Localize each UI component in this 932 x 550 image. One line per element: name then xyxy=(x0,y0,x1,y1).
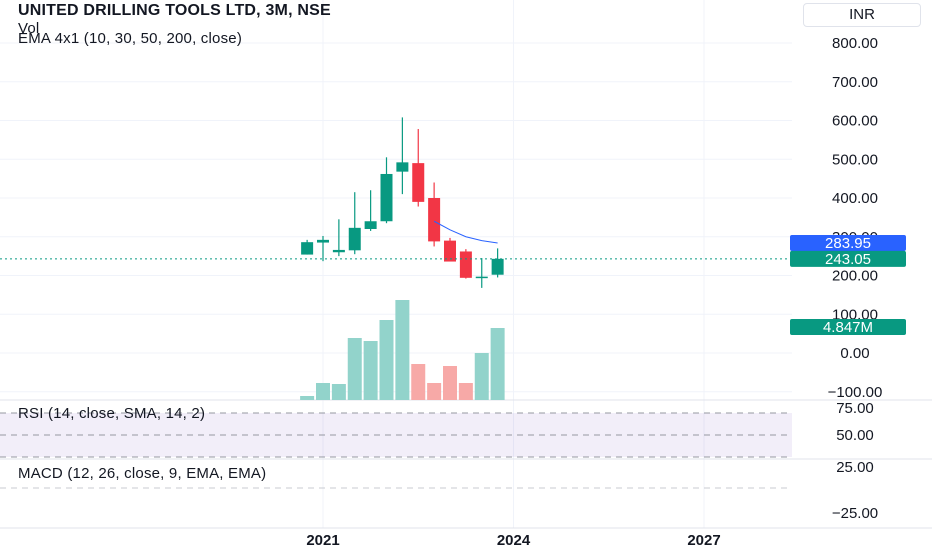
price-tick-label: 500.00 xyxy=(832,151,878,168)
volume-bar xyxy=(427,383,442,400)
volume-bar xyxy=(443,366,457,400)
candle xyxy=(444,237,456,262)
candle xyxy=(364,190,377,231)
candle-body xyxy=(301,242,314,255)
macd-tick-label: −25.00 xyxy=(832,505,878,522)
candle xyxy=(348,192,361,255)
volume-bar xyxy=(331,384,346,400)
last-price-badge: 243.05 xyxy=(825,251,871,268)
candle xyxy=(475,258,488,288)
volume-bars xyxy=(300,300,505,400)
price-tick-label: 0.00 xyxy=(840,345,869,362)
candle xyxy=(491,248,504,278)
candle-body xyxy=(396,162,409,172)
rsi-pane xyxy=(0,412,792,489)
volume-bar xyxy=(411,364,426,400)
ema-legend: EMA 4x1 (10, 30, 50, 200, close) xyxy=(18,30,243,47)
price-tick-label: 800.00 xyxy=(832,35,878,52)
time-tick-label: 2027 xyxy=(687,532,720,549)
candle xyxy=(301,239,314,255)
candle-body xyxy=(332,249,345,253)
last-price-badge-bg xyxy=(790,250,906,267)
volume-bar xyxy=(474,353,489,400)
macd-legend: MACD (12, 26, close, 9, EMA, EMA) xyxy=(18,465,267,482)
candle-body xyxy=(412,163,425,202)
ema-value-badge-bg xyxy=(790,234,906,251)
candle xyxy=(317,235,329,262)
price-tick-label: 600.00 xyxy=(832,113,878,130)
rsi-tick-label: 50.00 xyxy=(836,427,874,444)
volume-bar xyxy=(490,328,505,400)
price-tick-label: −100.00 xyxy=(828,384,883,401)
volume-bar xyxy=(300,396,315,400)
candle xyxy=(428,182,441,247)
volume-value-badge: 4.847M xyxy=(823,319,873,336)
volume-legend: Vol xyxy=(18,20,40,37)
price-axis: 800.00700.00600.00500.00400.00300.00200.… xyxy=(790,35,906,522)
volume-bar xyxy=(395,300,410,400)
volume-bar xyxy=(347,338,362,400)
candlesticks xyxy=(301,117,504,288)
time-axis: 2021 2024 2027 xyxy=(0,527,932,549)
volume-value-badge-bg xyxy=(790,319,906,335)
candle xyxy=(380,157,393,224)
candle-body xyxy=(444,240,456,262)
rsi-legend: RSI (14, close, SMA, 14, 2) xyxy=(18,405,206,422)
candle-body xyxy=(475,276,488,279)
ema-line xyxy=(0,220,792,260)
candle-body xyxy=(459,251,472,278)
candle-body xyxy=(317,239,329,243)
candle xyxy=(332,219,345,257)
volume-bar xyxy=(316,383,330,400)
candle xyxy=(396,117,409,195)
currency-button[interactable]: INR xyxy=(803,3,921,27)
price-tick-label: 400.00 xyxy=(832,190,878,207)
volume-bar xyxy=(458,383,473,400)
candle-body xyxy=(364,221,377,229)
volume-bar xyxy=(379,320,394,400)
time-tick-label: 2021 xyxy=(306,532,339,549)
price-tick-label: 200.00 xyxy=(832,268,878,285)
rsi-tick-label: 25.00 xyxy=(836,459,874,476)
volume-bar xyxy=(363,341,378,400)
candle-body xyxy=(428,198,441,242)
chart-title: UNITED DRILLING TOOLS LTD, 3M, NSE xyxy=(18,2,331,19)
candle-body xyxy=(491,258,504,275)
time-tick-label: 2024 xyxy=(497,532,531,549)
candle xyxy=(459,249,472,279)
ema-value-badge: 283.95 xyxy=(825,235,871,252)
price-tick-label: 700.00 xyxy=(832,74,878,91)
candle xyxy=(412,129,425,207)
candle-body xyxy=(348,227,361,251)
candle-body xyxy=(380,173,393,222)
ema-series-line xyxy=(433,220,498,244)
rsi-tick-label: 75.00 xyxy=(836,400,874,417)
